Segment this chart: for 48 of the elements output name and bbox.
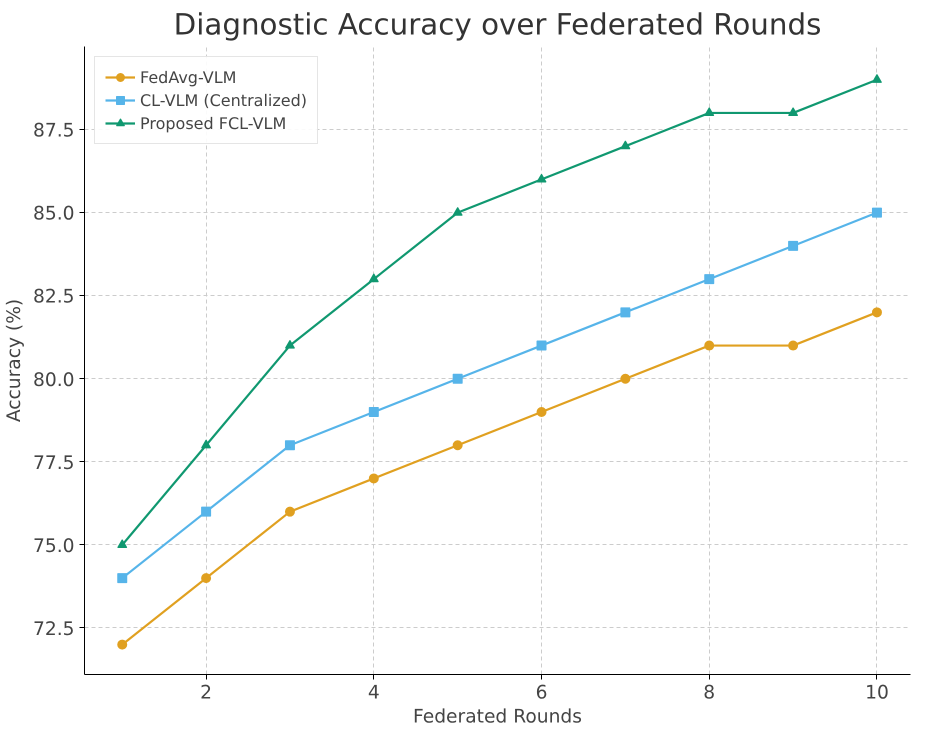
x-tick-label: 4 [368,682,380,704]
x-tick-label: 2 [200,682,212,704]
x-tick-label: 10 [865,682,889,704]
legend-label: CL-VLM (Centralized) [140,90,307,110]
y-tick-label: 85.0 [32,204,75,225]
x-axis-title: Federated Rounds [413,706,582,728]
point [201,440,212,448]
point [872,208,882,218]
point [452,206,463,216]
point [872,307,882,318]
legend-label: Proposed FCL-VLM [140,114,286,132]
point [788,240,798,251]
point [117,573,128,584]
point [788,107,798,116]
y-tick-label: 80.0 [32,370,75,391]
point [704,340,714,351]
y-axis-title: Accuracy (%) [4,298,25,422]
point [284,440,295,450]
point [872,74,882,83]
y-tick-label: 82.5 [32,286,75,308]
point [452,440,463,450]
point [452,374,463,384]
point [620,307,630,318]
point [536,174,547,183]
chart-title: Diagnostic Accuracy over Federated Rounds [174,8,822,42]
point [368,273,379,282]
point [284,506,295,517]
point [117,539,128,548]
point [117,640,128,650]
point [704,274,714,284]
y-tick-label: 72.5 [32,618,75,640]
x-tick-label: 8 [703,682,716,704]
y-tick-label: 75.0 [32,536,75,557]
point [284,340,295,349]
legend-label: FedAvg-VLM [140,68,236,86]
point [620,140,630,150]
point [704,107,714,116]
point [620,374,630,384]
point [788,340,798,351]
point [536,407,547,417]
y-tick-label: 77.5 [32,452,75,474]
y-tick-label: 87.5 [32,120,75,142]
point [536,340,547,351]
point [368,473,379,484]
point [368,407,379,418]
x-tick-label: 6 [536,682,548,704]
point [201,506,212,517]
point [201,573,212,584]
